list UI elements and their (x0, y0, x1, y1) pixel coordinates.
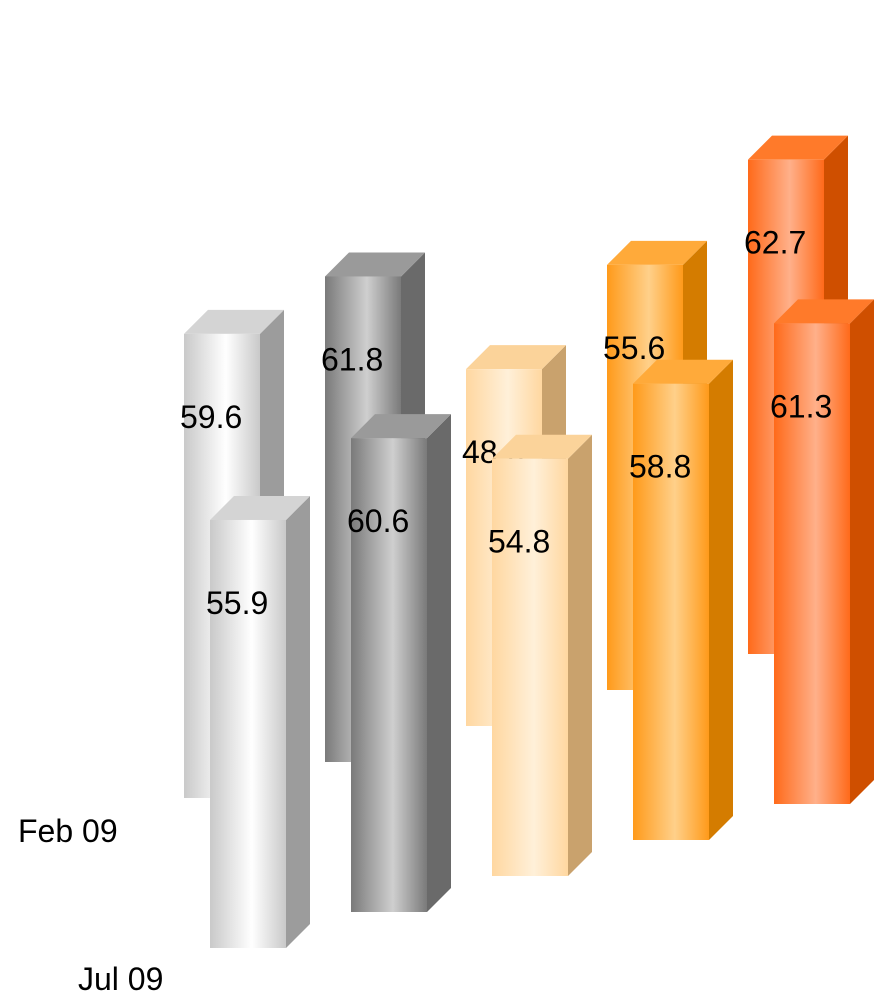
bar-top (748, 135, 848, 160)
bar-top (607, 240, 707, 265)
bar-top (466, 345, 566, 370)
value-label-r0-c3: 55.6 (603, 330, 665, 366)
value-label-r1-c0: 55.9 (206, 585, 268, 621)
value-label-r0-c4: 62.7 (744, 225, 806, 261)
bar-side (709, 359, 733, 840)
value-label-r1-c1: 60.6 (347, 503, 409, 539)
bar-front (210, 519, 286, 948)
bars-layer: 59.661.848.655.662.755.960.654.858.861.3 (180, 135, 874, 948)
bar-top (325, 252, 425, 277)
row-label-jul-09: Jul 09 (78, 961, 163, 997)
bar-top (184, 309, 284, 334)
bar-top (633, 359, 733, 384)
row-labels: Feb 09 Jul 09 (18, 813, 163, 997)
bar-side (427, 414, 451, 912)
bar-front (774, 323, 850, 804)
bar-front (633, 383, 709, 840)
value-label-r0-c0: 59.6 (180, 399, 242, 435)
bar-top (210, 495, 310, 520)
bar-r1-c3 (633, 359, 733, 840)
value-label-r0-c1: 61.8 (321, 341, 383, 377)
bar-front (351, 438, 427, 912)
value-label-r1-c2: 54.8 (488, 524, 550, 560)
bar-top (774, 299, 874, 324)
bar-r1-c1 (351, 414, 451, 912)
bar-r1-c0 (210, 495, 310, 948)
bar-top (492, 434, 592, 459)
bar-side (286, 495, 310, 948)
row-label-feb-09: Feb 09 (18, 813, 118, 849)
bar-r1-c2 (492, 434, 592, 876)
value-label-r1-c4: 61.3 (770, 388, 832, 424)
bar-r1-c4 (774, 299, 874, 804)
bar-front (492, 458, 568, 876)
value-label-r1-c3: 58.8 (629, 449, 691, 485)
bar-side (850, 299, 874, 804)
bar-side (568, 434, 592, 876)
bar-top (351, 414, 451, 439)
